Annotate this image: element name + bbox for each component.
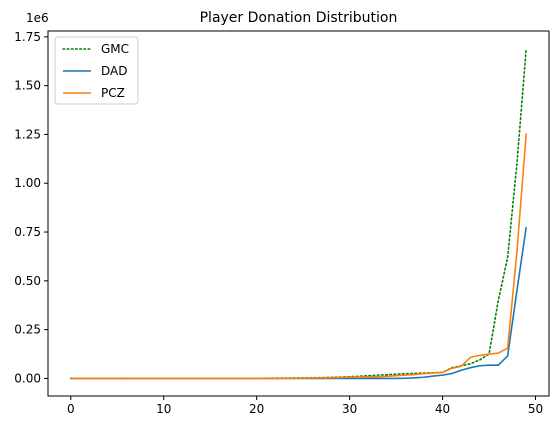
legend-label-gmc: GMC <box>101 42 129 56</box>
legend-box <box>54 36 139 105</box>
x-tick-label: 20 <box>249 402 264 416</box>
chart-title: Player Donation Distribution <box>200 10 398 26</box>
legend: GMC DAD PCZ <box>54 36 139 105</box>
x-tick-label: 40 <box>435 402 450 416</box>
axes-frame <box>47 30 550 397</box>
x-tick-label: 50 <box>528 402 543 416</box>
y-tick-label: 1.25 <box>14 127 41 141</box>
series-line-pcz <box>70 133 528 380</box>
x-tick-label: 0 <box>67 402 75 416</box>
x-tick-label: 30 <box>342 402 357 416</box>
y-offset-label: 1e6 <box>26 11 49 25</box>
legend-label-dad: DAD <box>101 64 127 78</box>
y-tick-label: 1.00 <box>14 176 41 190</box>
y-tick-label: 0.00 <box>14 371 41 385</box>
y-tick-label: 0.25 <box>14 323 41 337</box>
y-tick-label: 1.75 <box>14 30 41 44</box>
x-tick-label: 10 <box>156 402 171 416</box>
y-tick-label: 0.75 <box>14 225 41 239</box>
y-tick-label: 1.50 <box>14 79 41 93</box>
axis-ticks: 0 10 20 30 40 50 0.00 0.25 0.50 0.75 1.00 1.25 1.50 1… <box>14 30 543 416</box>
y-tick-label: 0.50 <box>14 274 41 288</box>
legend-label-pcz: PCZ <box>101 86 125 100</box>
plot-area <box>69 47 528 380</box>
